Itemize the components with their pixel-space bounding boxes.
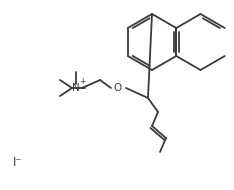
Text: +: + [79,78,85,86]
Text: O: O [114,83,122,93]
Text: I⁻: I⁻ [13,157,23,169]
Text: N: N [72,83,80,93]
